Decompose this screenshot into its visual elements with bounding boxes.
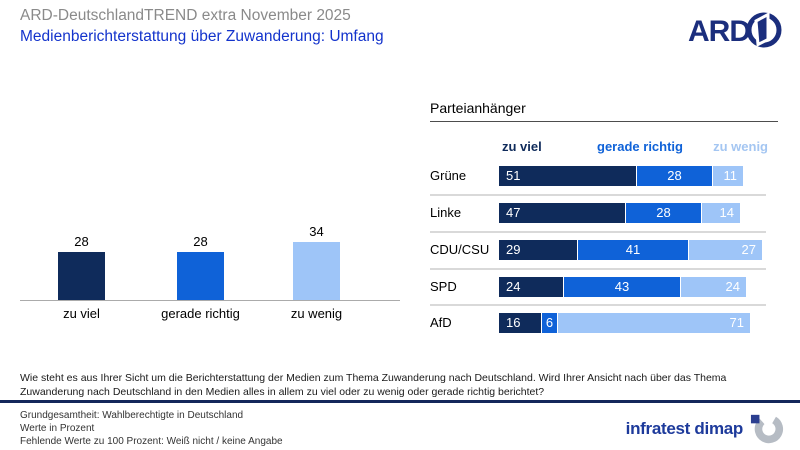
segment-gerade-richtig: 28 [637, 166, 713, 186]
svg-text:ARD: ARD [688, 15, 750, 48]
segment-zu-wenig: 24 [681, 277, 746, 297]
x-axis-line [20, 300, 400, 301]
bar-value-label: 28 [193, 234, 208, 249]
party-panel-title: Parteianhänger [430, 100, 526, 116]
vertical-bar-2 [293, 242, 340, 300]
segment-zu-viel: 16 [499, 313, 542, 333]
bar-category-label: gerade richtig [161, 306, 240, 321]
segment-zu-wenig: 14 [702, 203, 740, 223]
ard-logo-icon: ARD [688, 11, 782, 48]
party-panel-underline [430, 121, 778, 122]
page-title: Medienberichterstattung über Zuwanderung… [20, 28, 384, 45]
segment-zu-viel: 51 [499, 166, 637, 186]
segment-zu-viel: 29 [499, 240, 578, 260]
bar-value-label: 28 [74, 234, 89, 249]
party-stacked-bar: 16 6 71 [499, 313, 750, 333]
segment-gerade-richtig: 28 [626, 203, 702, 223]
row-separator [430, 231, 766, 233]
segment-zu-wenig: 71 [558, 313, 750, 333]
row-separator [430, 194, 766, 196]
row-separator [430, 304, 766, 306]
row-separator [430, 268, 766, 270]
party-label: CDU/CSU [430, 242, 490, 257]
footnotes: Grundgesamtheit: Wahlberechtigte in Deut… [20, 409, 283, 449]
survey-pretitle: ARD-DeutschlandTREND extra November 2025 [20, 7, 351, 24]
party-stacked-bar: 29 41 27 [499, 240, 762, 260]
legend-gerade-richtig: gerade richtig [597, 139, 683, 154]
bar-category-label: zu wenig [290, 306, 343, 321]
legend-zu-wenig: zu wenig [713, 139, 768, 154]
infratest-dimap-brand: infratest dimap [626, 412, 784, 446]
segment-gerade-richtig: 41 [578, 240, 689, 260]
party-stacked-bar: 47 28 14 [499, 203, 740, 223]
segment-gerade-richtig: 6 [542, 313, 558, 333]
party-label: Linke [430, 205, 462, 220]
infratest-dimap-wordmark: infratest dimap [625, 419, 744, 438]
infratest-dimap-logo-icon [750, 414, 784, 444]
bar-value-label: 34 [309, 224, 324, 239]
footnote-line: Grundgesamtheit: Wahlberechtigte in Deut… [20, 410, 244, 421]
divider-rule [0, 400, 800, 403]
vertical-bar-1 [177, 252, 224, 300]
party-label: AfD [430, 315, 452, 330]
vertical-bar-0 [58, 252, 105, 300]
party-label: SPD [430, 279, 457, 294]
bar-category-label: zu viel [63, 306, 100, 321]
segment-zu-viel: 24 [499, 277, 564, 297]
segment-zu-wenig: 11 [713, 166, 743, 186]
footnote-line: Fehlende Werte zu 100 Prozent: Weiß nich… [20, 436, 283, 448]
segment-zu-viel: 47 [499, 203, 626, 223]
segment-gerade-richtig: 43 [564, 277, 681, 297]
survey-question: Wie steht es aus Ihrer Sicht um die Beri… [20, 372, 727, 398]
footnote-line: Werte in Prozent [20, 423, 95, 435]
party-stacked-bar: 24 43 24 [499, 277, 746, 297]
legend-zu-viel: zu viel [502, 139, 542, 154]
party-stacked-bar: 51 28 11 [499, 166, 743, 186]
segment-zu-wenig: 27 [689, 240, 762, 260]
party-label: Grüne [430, 168, 467, 183]
